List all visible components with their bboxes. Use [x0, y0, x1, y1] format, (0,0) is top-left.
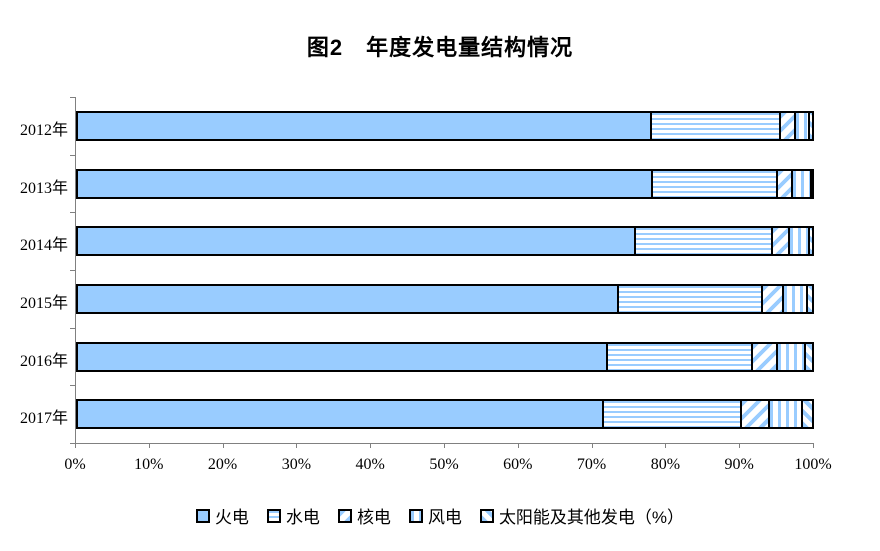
- y-axis-tick: [70, 327, 75, 329]
- bar-segment: [76, 399, 604, 430]
- legend-item: 风电: [408, 503, 462, 528]
- x-axis-label: 20%: [207, 456, 238, 473]
- bar-segment: [636, 226, 774, 257]
- bar-row: [76, 341, 814, 372]
- legend-item: 火电: [195, 503, 249, 528]
- y-axis-tick: [70, 154, 75, 156]
- legend-swatch-icon: [479, 508, 494, 523]
- legend-label: 风电: [427, 508, 462, 527]
- x-axis-label: 90%: [724, 456, 754, 473]
- bar-segment: [780, 110, 796, 141]
- y-axis-tick: [70, 385, 75, 387]
- x-axis-tick: [370, 443, 372, 448]
- x-axis-tick: [665, 443, 667, 448]
- legend-label: 水电: [285, 508, 320, 527]
- bar-row: [76, 283, 814, 314]
- x-axis-label: 80%: [650, 456, 681, 473]
- bar-segment: [653, 168, 778, 199]
- bar-segment: [76, 168, 654, 199]
- bar-segment: [76, 341, 609, 372]
- bar-segment: [769, 399, 803, 430]
- legend-swatch-icon: [266, 508, 281, 523]
- legend-swatch-icon: [195, 508, 210, 523]
- legend-swatch-icon: [337, 508, 352, 523]
- legend-label: 太阳能及其他发电（%）: [498, 508, 685, 527]
- x-axis-tick: [296, 443, 298, 448]
- x-axis-tick: [148, 443, 150, 448]
- x-axis-label: 70%: [576, 456, 607, 473]
- bar-segment: [752, 341, 778, 372]
- x-axis-tick: [813, 443, 814, 448]
- y-axis-label: 2015年: [19, 294, 68, 312]
- bar-segment: [603, 399, 742, 430]
- x-axis-tick: [444, 443, 445, 448]
- bar-segment: [802, 399, 814, 430]
- x-axis-tick: [222, 443, 224, 448]
- bar-row: [76, 168, 814, 199]
- bar-segment: [808, 283, 814, 314]
- bar-segment: [773, 226, 791, 257]
- bar-segment: [76, 110, 653, 141]
- legend-swatch-icon: [408, 508, 423, 523]
- x-axis-label: 60%: [503, 456, 533, 473]
- bar-segment: [811, 168, 814, 199]
- plot-area: [75, 97, 814, 444]
- y-axis-label: 2017年: [19, 410, 68, 428]
- x-axis-tick: [75, 443, 76, 448]
- bar-segment: [810, 110, 814, 141]
- legend-item: 水电: [266, 503, 320, 528]
- bar-segment: [777, 341, 806, 372]
- legend-item: 核电: [337, 503, 391, 528]
- x-axis-tick: [517, 443, 519, 448]
- bar-segment: [784, 283, 809, 314]
- y-axis-label: 2016年: [19, 352, 68, 370]
- bar-segment: [652, 110, 781, 141]
- legend-label: 火电: [214, 508, 249, 527]
- y-axis-label: 2012年: [19, 121, 68, 139]
- x-axis-label: 50%: [429, 456, 459, 473]
- bar-row: [76, 226, 814, 257]
- y-axis-label: 2014年: [19, 237, 68, 255]
- y-axis-tick: [70, 443, 75, 444]
- bar-segment: [76, 283, 620, 314]
- bar-segment: [608, 341, 753, 372]
- x-axis-label: 0%: [64, 456, 86, 473]
- bar-segment: [810, 226, 814, 257]
- chart-title: 图2 年度发电量结构情况: [306, 35, 574, 60]
- bar-segment: [805, 341, 814, 372]
- x-axis-label: 30%: [281, 456, 312, 473]
- bar-segment: [795, 110, 811, 141]
- bar-segment: [763, 283, 785, 314]
- x-axis-label: 40%: [355, 456, 385, 473]
- y-axis-tick: [70, 212, 75, 214]
- bar-segment: [777, 168, 794, 199]
- legend: 火电 水电 核电 风电 太阳能及其他发电（%）: [0, 503, 880, 528]
- x-axis-tick: [739, 443, 741, 448]
- y-axis-tick: [70, 97, 75, 98]
- bar-row: [76, 399, 814, 430]
- y-axis-tick: [70, 270, 75, 271]
- bar-segment: [76, 226, 637, 257]
- bar-segment: [790, 226, 811, 257]
- legend-item: 太阳能及其他发电（%）: [479, 503, 685, 528]
- bar-segment: [619, 283, 764, 314]
- bar-segment: [793, 168, 812, 199]
- x-axis-label: 10%: [134, 456, 164, 473]
- legend-label: 核电: [356, 508, 391, 527]
- y-axis-label: 2013年: [19, 179, 68, 197]
- x-axis-label: 100%: [794, 456, 832, 473]
- bar-row: [76, 110, 814, 141]
- x-axis-tick: [591, 443, 593, 448]
- bar-segment: [741, 399, 770, 430]
